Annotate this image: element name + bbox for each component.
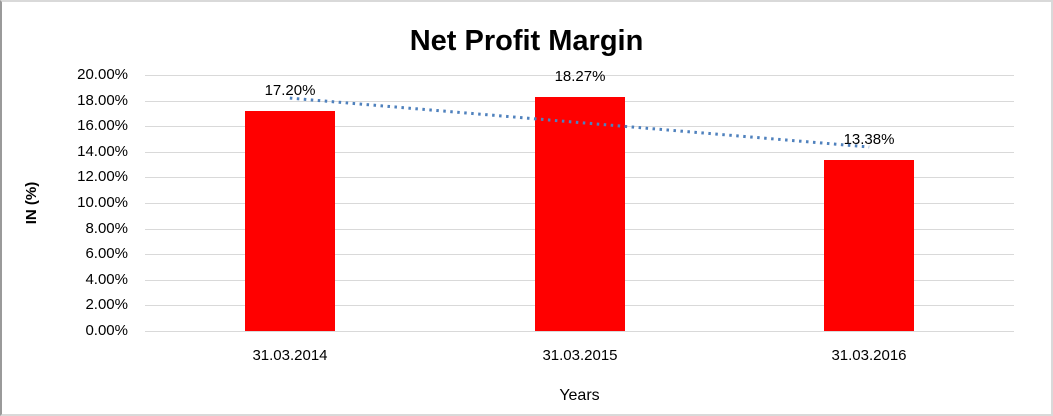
bar-value-label: 18.27% xyxy=(554,68,606,85)
chart-title: Net Profit Margin xyxy=(409,25,644,57)
y-axis-tick-label: 2.00% xyxy=(85,296,128,313)
trendline[interactable] xyxy=(289,96,870,149)
y-axis-tick-label: 12.00% xyxy=(77,168,128,185)
x-axis-title: Years xyxy=(559,387,600,404)
bar-value-label: 13.38% xyxy=(843,131,895,148)
y-axis-tick-label: 14.00% xyxy=(77,143,128,160)
bar-31.03.2014[interactable] xyxy=(245,111,335,331)
x-axis-category-label: 31.03.2015 xyxy=(542,347,618,364)
gridline xyxy=(145,75,1014,76)
y-axis-tick-label: 8.00% xyxy=(85,220,128,237)
gridline xyxy=(145,331,1014,332)
y-axis-tick-label: 6.00% xyxy=(85,245,128,262)
y-axis-tick-label: 16.00% xyxy=(77,117,128,134)
bar-value-label: 17.20% xyxy=(264,82,316,99)
x-axis-category-label: 31.03.2016 xyxy=(831,347,907,364)
y-axis-tick-label: 20.00% xyxy=(77,66,128,83)
x-axis-category-label: 31.03.2014 xyxy=(252,347,328,364)
bar-31.03.2016[interactable] xyxy=(824,160,914,331)
y-axis-tick-label: 0.00% xyxy=(85,322,128,339)
y-axis-tick-label: 10.00% xyxy=(77,194,128,211)
bar-31.03.2015[interactable] xyxy=(535,97,625,331)
y-axis-tick-label: 4.00% xyxy=(85,271,128,288)
y-axis-tick-label: 18.00% xyxy=(77,92,128,109)
